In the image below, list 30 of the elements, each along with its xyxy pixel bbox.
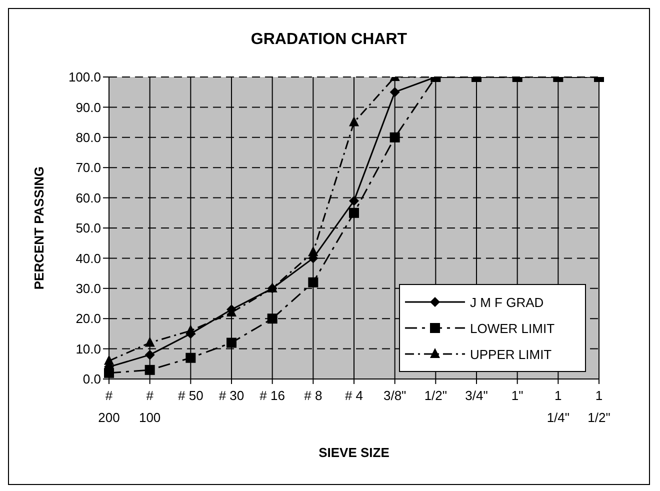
- x-tick-label: 1/2": [424, 388, 448, 403]
- x-tick-label: 1 1/4": [546, 388, 570, 425]
- y-tick-label: 90.0: [76, 100, 101, 115]
- legend-label: J M F GRAD: [470, 294, 544, 310]
- y-tick-label: 80.0: [76, 130, 101, 146]
- y-tick-label: 60.0: [76, 190, 101, 206]
- y-tick-label: 40.0: [76, 250, 101, 266]
- y-tick-label: 30.0: [76, 281, 101, 296]
- y-tick-label: 20.0: [76, 311, 101, 326]
- x-tick-label: 3/8": [383, 388, 407, 403]
- y-axis-title: PERCENT PASSING: [32, 166, 47, 290]
- chart-title: GRADATION CHART: [250, 31, 408, 49]
- legend-label: UPPER LIMIT: [470, 346, 552, 362]
- x-axis-title: SIEVE SIZE: [318, 445, 390, 460]
- y-tick-label: 50.0: [76, 220, 101, 236]
- y-tick-label: 0.0: [82, 372, 101, 387]
- y-tick-label: 10.0: [76, 341, 101, 356]
- x-tick-label: # 16: [260, 388, 285, 403]
- y-tick-label: 100.0: [68, 70, 101, 85]
- x-tick-label: 1 1/2": [588, 388, 611, 425]
- x-tick-label: 1": [511, 388, 524, 403]
- legend-label: LOWER LIMIT: [470, 320, 555, 336]
- x-tick-label: # 8: [304, 388, 322, 403]
- x-tick-label: # 100: [138, 388, 161, 425]
- x-tick-label: # 200: [98, 388, 120, 425]
- x-tick-label: # 4: [344, 388, 364, 403]
- x-tick-label: # 50: [178, 388, 204, 403]
- y-tick-label: 70.0: [76, 160, 101, 176]
- x-tick-label: 3/4": [465, 388, 488, 403]
- x-tick-label: # 30: [218, 388, 244, 403]
